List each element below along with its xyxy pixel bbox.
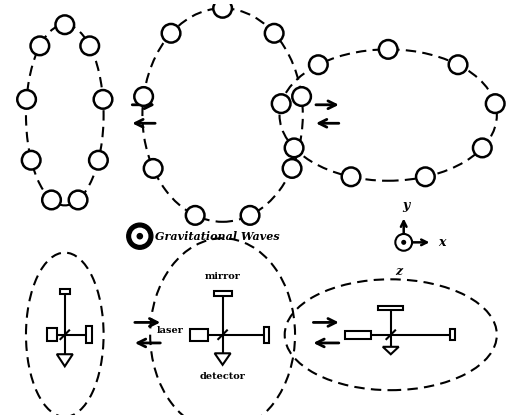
Bar — [87, 326, 91, 343]
Ellipse shape — [283, 159, 301, 178]
Ellipse shape — [93, 90, 112, 109]
Ellipse shape — [144, 159, 163, 178]
Ellipse shape — [31, 36, 49, 55]
Ellipse shape — [473, 139, 492, 157]
Bar — [213, 291, 232, 296]
Ellipse shape — [132, 228, 148, 244]
Bar — [190, 328, 209, 341]
Ellipse shape — [272, 94, 290, 113]
Ellipse shape — [17, 90, 36, 109]
Ellipse shape — [241, 206, 259, 225]
Ellipse shape — [213, 0, 232, 18]
Bar — [450, 329, 455, 340]
Ellipse shape — [293, 87, 311, 106]
Ellipse shape — [22, 151, 41, 170]
Ellipse shape — [342, 168, 360, 186]
Ellipse shape — [162, 24, 181, 43]
Bar — [47, 328, 57, 341]
Ellipse shape — [127, 223, 153, 249]
Bar — [345, 331, 371, 339]
Ellipse shape — [134, 87, 153, 106]
Ellipse shape — [449, 55, 467, 74]
Text: laser: laser — [157, 326, 184, 335]
Text: detector: detector — [200, 372, 246, 381]
Ellipse shape — [186, 206, 204, 225]
Ellipse shape — [137, 233, 143, 239]
Ellipse shape — [395, 234, 412, 251]
Text: x: x — [439, 236, 446, 249]
Text: mirror: mirror — [205, 272, 241, 281]
Ellipse shape — [416, 168, 435, 186]
Text: Gravitational Waves: Gravitational Waves — [155, 231, 280, 242]
Ellipse shape — [55, 16, 74, 34]
Ellipse shape — [486, 94, 505, 113]
Text: y: y — [403, 199, 410, 212]
Polygon shape — [383, 347, 399, 354]
Ellipse shape — [379, 40, 398, 59]
Ellipse shape — [401, 240, 406, 245]
Ellipse shape — [309, 55, 328, 74]
Bar — [60, 289, 70, 294]
Ellipse shape — [80, 36, 99, 55]
Ellipse shape — [285, 139, 304, 157]
Bar — [264, 326, 269, 343]
Ellipse shape — [42, 191, 61, 209]
Ellipse shape — [265, 24, 284, 43]
Bar — [378, 306, 403, 310]
Ellipse shape — [69, 191, 87, 209]
Text: z: z — [395, 265, 402, 278]
Polygon shape — [57, 354, 73, 366]
Polygon shape — [215, 353, 231, 365]
Ellipse shape — [89, 151, 108, 170]
